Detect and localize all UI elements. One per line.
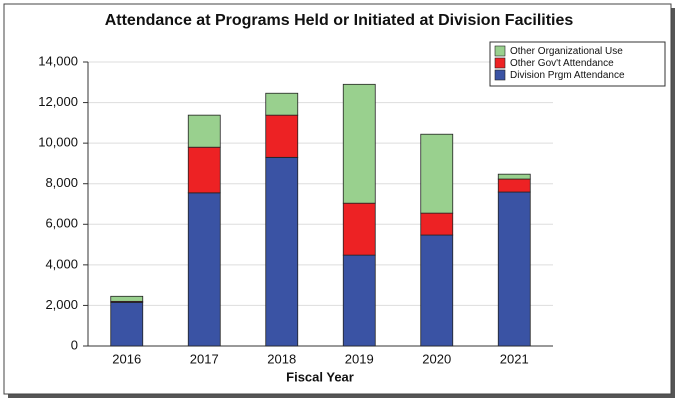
x-axis-title: Fiscal Year [286, 369, 354, 384]
bar-segment [342, 83, 376, 204]
y-tick-label: 8,000 [45, 175, 78, 190]
bar-segment [187, 146, 221, 194]
bar-segment [265, 114, 299, 158]
y-tick-label: 10,000 [38, 135, 78, 150]
legend-label: Other Gov't Attendance [510, 58, 614, 69]
bar-segment [265, 92, 299, 116]
bar-segment [497, 191, 531, 347]
y-tick-label: 0 [71, 337, 78, 352]
bar-segment [342, 254, 376, 347]
y-tick-label: 2,000 [45, 297, 78, 312]
bar-segment [187, 192, 221, 347]
legend-label: Other Organizational Use [510, 46, 623, 57]
legend-box [489, 41, 666, 87]
bar-segment [420, 212, 454, 236]
bar-segment [420, 234, 454, 347]
bar-segment [265, 156, 299, 347]
x-tick-label: 2021 [500, 351, 529, 366]
bar-segment [110, 301, 144, 347]
x-tick-label: 2020 [422, 351, 451, 366]
bar-segment [497, 178, 531, 193]
x-tick-label: 2018 [267, 351, 296, 366]
legend-label: Division Prgm Attendance [510, 70, 625, 81]
bar-segment [110, 295, 144, 302]
x-tick-label: 2017 [190, 351, 219, 366]
y-tick-label: 14,000 [38, 53, 78, 68]
y-tick-label: 4,000 [45, 256, 78, 271]
y-tick-label: 12,000 [38, 94, 78, 109]
bar-segment [420, 133, 454, 214]
x-tick-label: 2019 [345, 351, 374, 366]
legend-swatch [494, 69, 506, 81]
y-tick-label: 6,000 [45, 216, 78, 231]
legend-swatch [494, 45, 506, 57]
bar-segment [187, 114, 221, 148]
chart-title: Attendance at Programs Held or Initiated… [105, 12, 574, 29]
x-tick-label: 2016 [112, 351, 141, 366]
legend-swatch [494, 57, 506, 69]
bar-segment [497, 173, 531, 180]
bar-segment [342, 202, 376, 256]
